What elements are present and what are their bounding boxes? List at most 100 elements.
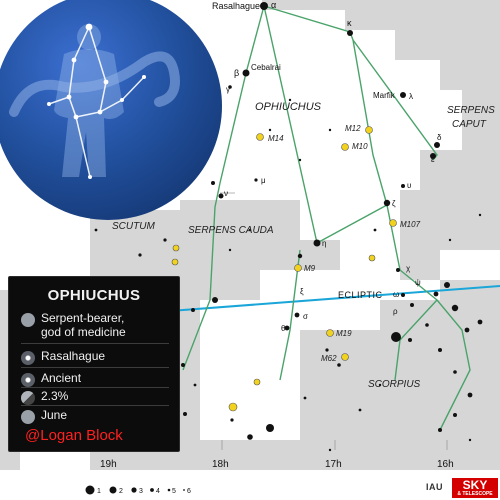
svg-text:5: 5 [172,488,176,495]
info-meaning-line2: god of medicine [41,325,126,339]
svg-text:M12: M12 [345,124,361,133]
info-meaning-line1: Serpent-bearer, [41,311,125,325]
svg-text:ε: ε [431,155,435,164]
star-marfik [400,92,406,98]
svg-text:θ: θ [281,324,286,333]
author-credit: @Logan Block [25,427,123,444]
calendar-icon [21,410,35,424]
deep-sky-objects [171,126,397,412]
info-area-row: 2.3% [21,389,171,411]
info-meaning-row-2: god of medicine [21,325,171,347]
svg-text:M62: M62 [321,354,337,363]
svg-text:ω: ω [393,290,399,299]
svg-text:δ: δ [437,133,442,142]
svg-text:χ: χ [406,264,411,273]
ecliptic-line [169,285,500,312]
info-area: 2.3% [41,389,69,403]
svg-text:M107: M107 [400,220,421,229]
svg-text:ψ: ψ [415,278,421,287]
star-rasalhague [260,2,268,10]
svg-text:6: 6 [187,488,191,495]
svg-text:ν: ν [224,189,228,198]
star-delta [434,142,440,148]
sky-logo-text: SKY [462,478,488,492]
info-best-month: June [41,408,68,422]
dso-m62 [341,353,349,361]
dso-m12 [365,126,373,134]
ophiuchus-boundary-region [200,10,440,440]
svg-text:υ: υ [407,181,411,190]
star-icon [21,351,35,365]
svg-text:Cebalrai: Cebalrai [251,63,281,72]
svg-text:18h: 18h [212,459,229,470]
label-scutum: SCUTUM [112,221,155,232]
svg-text:M9: M9 [304,264,316,273]
dso-m14 [256,133,264,141]
sky-logo-subtext: & TELESCOPE [457,491,493,497]
figure-icon [21,313,35,327]
svg-text:M19: M19 [336,329,352,338]
svg-text:ρ: ρ [393,307,398,316]
ecliptic-label: ECLIPTIC [338,290,383,300]
star-zeta [383,199,391,207]
stars [94,2,483,452]
label-scorpius: SCORPIUS [368,379,421,390]
ra-labels: 19h 18h 17h 16h [100,459,454,470]
star-cebalrai [242,69,250,77]
constellation-names: OPHIUCHUS SERPENS CAPUT SERPENS CAUDA SC… [112,101,495,390]
info-origin: Ancient [41,371,82,385]
svg-text:Marfik: Marfik [373,91,396,100]
svg-text:3: 3 [139,488,143,495]
svg-text:β: β [234,68,239,78]
dso-m107 [389,219,397,227]
constellation-info-card: OPHIUCHUS Serpent-bearer, god of medicin… [8,276,180,452]
dso-m19 [326,329,334,337]
star-eta [313,239,321,247]
svg-text:Rasalhague: Rasalhague [212,1,260,11]
divider [21,387,169,388]
info-origin-row: Ancient [21,371,171,393]
label-ophiuchus: OPHIUCHUS [255,101,322,113]
info-card-title: OPHIUCHUS [47,287,141,304]
magnitude-scale: 1 2 3 4 5 6 [85,485,191,495]
svg-text:λ: λ [409,92,413,101]
divider [21,367,169,368]
star-upsilon [401,184,405,188]
svg-text:17h: 17h [325,459,342,470]
ophiuchus-illustration-badge [0,0,222,220]
svg-text:σ: σ [303,312,308,321]
info-brightest-star: Rasalhague [41,349,106,363]
svg-text:16h: 16h [437,459,454,470]
ophiuchus-constellation-illustration-icon [9,23,180,179]
info-meaning-row: Serpent-bearer, [21,311,171,333]
sky-area-icon [21,391,35,405]
svg-text:19h: 19h [100,459,117,470]
svg-text:γ: γ [226,85,230,94]
dso-m9 [294,264,302,272]
svg-text:ζ: ζ [392,199,396,208]
svg-text:1: 1 [97,488,101,495]
divider [21,343,169,344]
deep-sky-labels: M14 M12 M10 M107 M9 M19 M62 [268,124,421,363]
svg-text:M10: M10 [352,142,368,151]
label-serpens-cauda: SERPENS CAUDA [188,225,274,236]
svg-text:η: η [322,239,326,248]
info-month-row: June [21,408,171,430]
svg-text:μ: μ [261,176,266,185]
svg-text:α: α [271,0,276,10]
iau-logo: IAU [426,482,443,492]
dso-m10 [341,143,349,151]
star-epsilon [430,153,436,159]
svg-text:M14: M14 [268,134,284,143]
label-serpens-caput-1: SERPENS [447,105,495,116]
svg-text:4: 4 [156,488,160,495]
info-brightest-star-row: Rasalhague [21,349,171,371]
label-serpens-caput-2: CAPUT [452,119,487,130]
origin-icon [21,373,35,387]
star-nu [218,193,224,199]
star-labels: Rasalhague α κ β Cebalrai γ Marfik λ δ ε… [212,0,442,333]
star-kappa [347,30,353,36]
divider [21,405,169,406]
svg-text:κ: κ [347,18,352,28]
